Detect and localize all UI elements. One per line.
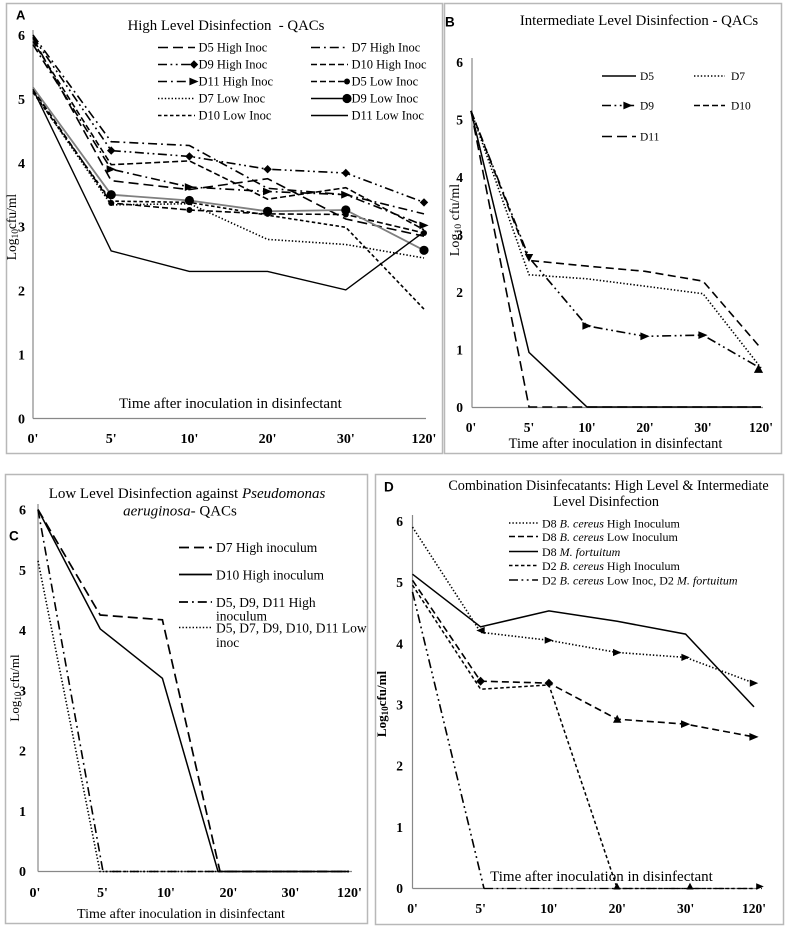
svg-text:120': 120' — [337, 886, 362, 901]
svg-text:3: 3 — [19, 684, 26, 699]
svg-text:Time after inoculation in disi: Time after inoculation in disinfectant — [490, 869, 714, 885]
svg-text:0': 0' — [466, 420, 477, 435]
svg-text:30': 30' — [282, 886, 300, 901]
svg-text:4: 4 — [19, 624, 26, 639]
svg-text:10': 10' — [180, 432, 198, 447]
svg-text:1: 1 — [18, 348, 25, 363]
svg-text:D5 High Inoc: D5 High Inoc — [199, 41, 268, 55]
svg-text:Log10cfu/ml: Log10cfu/ml — [374, 671, 390, 738]
svg-text:Low Level Disinfection against: Low Level Disinfection against Pseudomon… — [49, 486, 326, 502]
svg-text:D8 M. fortuitum: D8 M. fortuitum — [542, 545, 621, 559]
svg-text:D11 Low Inoc: D11 Low Inoc — [352, 109, 425, 123]
svg-text:D10 High inoculum: D10 High inoculum — [216, 568, 324, 583]
svg-text:0: 0 — [396, 881, 403, 896]
svg-text:0': 0' — [30, 886, 41, 901]
svg-text:D9 Low Inoc: D9 Low Inoc — [352, 92, 419, 106]
svg-text:3: 3 — [18, 221, 25, 236]
svg-text:D5, D9, D11 High: D5, D9, D11 High — [216, 595, 316, 610]
svg-text:Combination Disinfecatants: Hi: Combination Disinfecatants: High Level &… — [448, 478, 768, 494]
svg-text:20': 20' — [636, 420, 653, 435]
svg-text:D5: D5 — [640, 71, 654, 83]
svg-text:D8 B. cereus High Inoculum: D8 B. cereus High Inoculum — [542, 517, 681, 531]
svg-text:D2 B. cereus High Inoculum: D2 B. cereus High Inoculum — [542, 559, 681, 573]
svg-text:Level Disinfection: Level Disinfection — [553, 494, 659, 510]
svg-text:5: 5 — [19, 564, 26, 579]
svg-text:2: 2 — [456, 285, 463, 300]
svg-text:2: 2 — [396, 759, 403, 774]
svg-text:120': 120' — [742, 901, 766, 916]
svg-text:1: 1 — [396, 820, 403, 835]
svg-text:Log10 cfu/ml: Log10 cfu/ml — [448, 184, 464, 257]
svg-text:5: 5 — [456, 113, 463, 128]
svg-text:1: 1 — [456, 343, 463, 358]
svg-text:6: 6 — [456, 55, 463, 70]
svg-text:D11: D11 — [640, 132, 660, 144]
svg-text:Time after inoculation in disi: Time after inoculation in disinfectant — [77, 907, 285, 922]
svg-text:Log10 cfu/ml: Log10 cfu/ml — [7, 654, 23, 722]
svg-text:D10 High Inoc: D10 High Inoc — [352, 58, 427, 72]
svg-text:5': 5' — [97, 886, 108, 901]
svg-text:6: 6 — [19, 504, 26, 519]
svg-text:120': 120' — [412, 432, 437, 447]
svg-text:2: 2 — [19, 745, 26, 760]
svg-text:D10: D10 — [731, 101, 751, 113]
svg-text:Intermediate Level Disinfectio: Intermediate Level Disinfection - QACs — [520, 13, 759, 29]
svg-text:inoc: inoc — [216, 635, 239, 650]
svg-text:120': 120' — [749, 420, 773, 435]
svg-text:5: 5 — [18, 93, 25, 108]
svg-text:4: 4 — [18, 157, 25, 172]
svg-text:aeruginosa- QACs: aeruginosa- QACs — [123, 504, 237, 520]
svg-text:20': 20' — [220, 886, 238, 901]
svg-text:0': 0' — [28, 432, 39, 447]
svg-text:inoculum: inoculum — [216, 609, 267, 624]
svg-text:4: 4 — [456, 170, 463, 185]
svg-text:5: 5 — [396, 575, 403, 590]
svg-text:30': 30' — [677, 901, 694, 916]
svg-text:5': 5' — [475, 901, 486, 916]
svg-text:20': 20' — [259, 432, 277, 447]
svg-text:0: 0 — [456, 400, 463, 415]
svg-text:20': 20' — [609, 901, 626, 916]
svg-text:3: 3 — [456, 228, 463, 243]
svg-text:10': 10' — [540, 901, 557, 916]
svg-text:Log10cfu/ml: Log10cfu/ml — [4, 194, 21, 261]
svg-text:Time after inoculation in disi: Time after inoculation in disinfectant — [509, 436, 723, 452]
svg-text:D7 High Inoc: D7 High Inoc — [352, 41, 421, 55]
svg-text:5': 5' — [524, 420, 535, 435]
svg-text:A: A — [16, 8, 26, 23]
svg-text:D5, D7, D9, D10, D11 Low: D5, D7, D9, D10, D11 Low — [216, 621, 367, 636]
svg-text:D7 Low Inoc: D7 Low Inoc — [199, 92, 266, 106]
svg-text:3: 3 — [396, 698, 403, 713]
svg-text:D10 Low Inoc: D10 Low Inoc — [199, 109, 272, 123]
svg-text:B: B — [445, 15, 455, 30]
svg-text:D8 B. cereus Low Inoculum: D8 B. cereus Low Inoculum — [542, 530, 679, 544]
svg-text:High Level Disinfection - QAC: High Level Disinfection - QACs — [128, 18, 325, 34]
svg-text:0: 0 — [18, 412, 25, 427]
svg-text:5': 5' — [106, 432, 117, 447]
svg-text:D2 B. cereus Low Inoc, D2 M. f: D2 B. cereus Low Inoc, D2 M. fortuitum — [542, 574, 738, 588]
svg-text:30': 30' — [337, 432, 355, 447]
svg-text:2: 2 — [18, 285, 25, 300]
svg-text:D5 Low Inoc: D5 Low Inoc — [352, 75, 419, 89]
svg-text:C: C — [9, 529, 19, 544]
svg-text:0: 0 — [19, 865, 26, 880]
svg-text:D9 High Inoc: D9 High Inoc — [199, 58, 268, 72]
svg-text:10': 10' — [157, 886, 175, 901]
svg-text:D9: D9 — [640, 101, 654, 113]
svg-text:0': 0' — [407, 901, 418, 916]
svg-text:6: 6 — [396, 514, 403, 529]
svg-text:D7 High inoculum: D7 High inoculum — [216, 540, 318, 555]
svg-text:4: 4 — [396, 636, 403, 651]
svg-text:Time after inoculation in disi: Time after inoculation in disinfectant — [119, 396, 343, 412]
svg-text:D11 High Inoc: D11 High Inoc — [199, 75, 274, 89]
svg-text:1: 1 — [19, 805, 26, 820]
svg-text:D: D — [384, 480, 394, 495]
svg-text:10': 10' — [578, 420, 595, 435]
svg-text:D7: D7 — [731, 71, 745, 83]
svg-text:6: 6 — [18, 29, 25, 44]
svg-text:30': 30' — [694, 420, 711, 435]
